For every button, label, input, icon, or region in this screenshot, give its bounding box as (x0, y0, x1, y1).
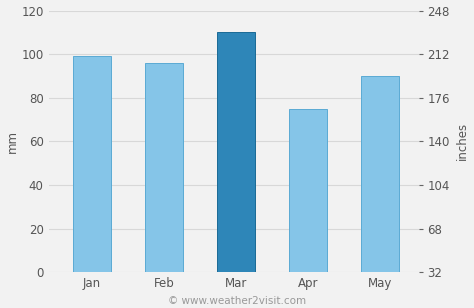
Y-axis label: inches: inches (456, 122, 468, 160)
Bar (361, 76, 399, 272)
Y-axis label: mm: mm (6, 130, 18, 153)
Bar (73, 56, 110, 272)
Bar (145, 63, 182, 272)
Text: © www.weather2visit.com: © www.weather2visit.com (168, 297, 306, 306)
Bar (217, 32, 255, 272)
Bar (289, 109, 327, 272)
